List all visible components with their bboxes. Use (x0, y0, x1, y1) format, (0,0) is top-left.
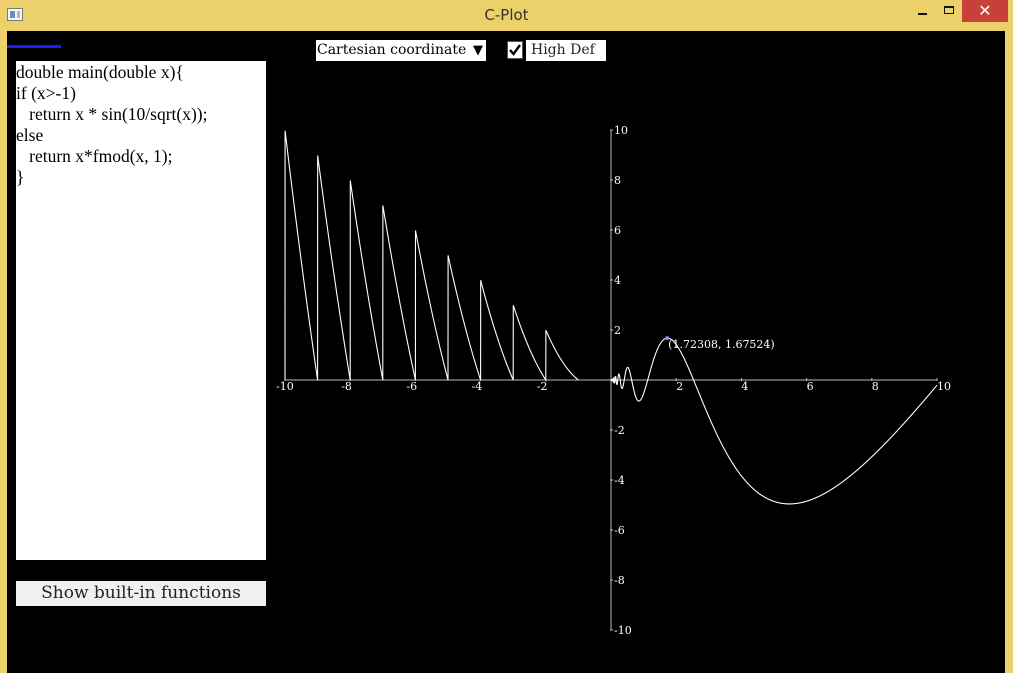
x-tick-label: 2 (676, 380, 683, 393)
code-line: } (16, 167, 25, 187)
coordinate-system-select[interactable]: Cartesian coordinates ▼ (316, 40, 486, 61)
app-icon (7, 8, 23, 21)
x-tick-label: 6 (807, 380, 814, 393)
code-line: if (x>-1) (16, 83, 76, 103)
y-tick-label: 2 (614, 324, 621, 337)
y-tick-label: 6 (614, 224, 621, 237)
x-tick-label: -4 (472, 380, 483, 393)
x-tick-label: 8 (872, 380, 879, 393)
chevron-down-icon: ▼ (473, 43, 483, 58)
y-tick-label: -2 (614, 424, 625, 437)
function-plot[interactable]: -10 -8 -6 -4 -2 2 4 6 8 10 10 8 6 4 2 -2 -4 -6 -8 -10 (1.723… (7, 31, 1005, 673)
y-tick-label: -6 (614, 524, 625, 537)
x-tick-label: 4 (741, 380, 748, 393)
cursor-coordinate-label: (1.72308, 1.67524) (668, 338, 775, 351)
code-line: else (16, 125, 44, 145)
code-line: return x * sin(10/sqrt(x)); (16, 104, 208, 124)
coordinate-system-value: Cartesian coordinates (317, 42, 467, 58)
cursor-marker (665, 336, 670, 341)
code-editor[interactable]: double main(double x){if (x>-1) return x… (16, 61, 266, 560)
close-button[interactable]: ✕ (962, 0, 1008, 22)
high-def-checkbox[interactable] (507, 41, 523, 59)
maximize-button[interactable] (936, 0, 962, 22)
y-tick-label: 10 (614, 124, 628, 137)
y-tick-label: -4 (614, 474, 625, 487)
checkmark-icon (509, 44, 521, 56)
x-tick-label: -6 (406, 380, 417, 393)
high-def-label: High Def (526, 40, 606, 61)
x-tick-label: -10 (276, 380, 294, 393)
window-title: C-Plot (484, 6, 529, 24)
minimize-button[interactable] (908, 0, 936, 22)
progress-bar (7, 45, 61, 48)
code-line: return x*fmod(x, 1); (16, 146, 173, 166)
x-tick-label: -8 (341, 380, 352, 393)
minimize-icon (918, 13, 927, 15)
maximize-icon (944, 6, 954, 14)
title-bar: C-Plot ✕ (0, 0, 1013, 31)
y-tick-label: -8 (614, 574, 625, 587)
y-tick-label: -10 (614, 624, 632, 637)
y-tick-label: 8 (614, 174, 621, 187)
x-tick-label: -2 (537, 380, 548, 393)
y-tick-label: 4 (614, 274, 621, 287)
x-tick-label: 10 (937, 380, 951, 393)
show-builtin-functions-button[interactable]: Show built-in functions (16, 581, 266, 606)
close-icon: ✕ (978, 1, 992, 20)
app-client-area: -10 -8 -6 -4 -2 2 4 6 8 10 10 8 6 4 2 -2 -4 -6 -8 -10 (1.723… (7, 31, 1005, 673)
code-line: double main(double x){ (16, 62, 184, 82)
